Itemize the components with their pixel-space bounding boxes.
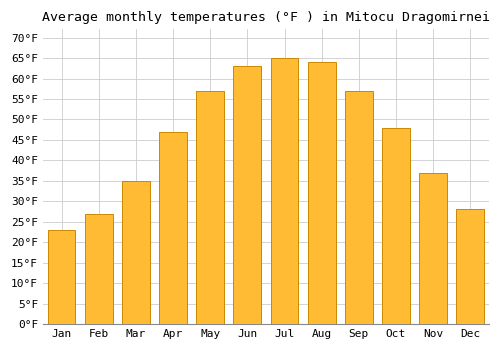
Bar xyxy=(270,58,298,324)
Bar xyxy=(308,62,336,324)
Bar xyxy=(234,66,262,324)
Bar xyxy=(48,230,76,324)
Bar xyxy=(345,91,373,324)
Bar xyxy=(122,181,150,324)
Bar xyxy=(196,91,224,324)
Bar xyxy=(419,173,447,324)
Bar xyxy=(159,132,187,324)
Bar xyxy=(456,209,484,324)
Bar xyxy=(85,214,112,324)
Bar xyxy=(382,128,410,324)
Title: Average monthly temperatures (°F ) in Mitocu Dragomirnei: Average monthly temperatures (°F ) in Mi… xyxy=(42,11,490,24)
